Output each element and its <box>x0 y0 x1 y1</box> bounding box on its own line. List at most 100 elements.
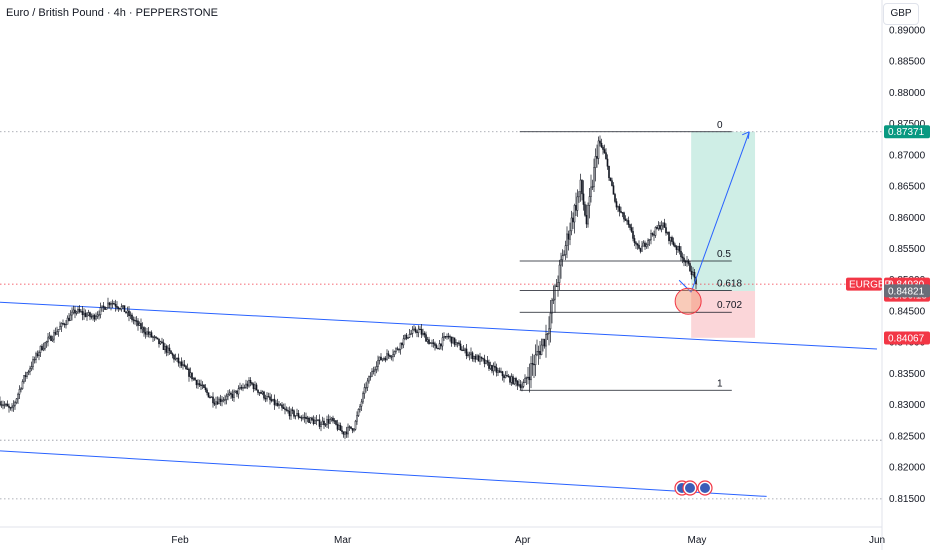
candle-body <box>240 386 243 389</box>
candle-body <box>483 358 486 364</box>
candle-body <box>335 420 337 425</box>
candle-body <box>572 217 574 223</box>
candle-body <box>620 211 622 213</box>
candle-body <box>3 404 6 406</box>
candle-body <box>74 309 76 314</box>
candle-body <box>323 420 325 426</box>
candle-body <box>404 334 406 340</box>
candle-body <box>111 303 114 305</box>
candle-body <box>446 336 448 338</box>
candle-body <box>585 215 588 225</box>
entry-highlight-circle <box>674 287 702 315</box>
candle-body <box>21 381 24 389</box>
candle-body <box>368 376 370 382</box>
trend-channel[interactable] <box>0 301 878 497</box>
candle-body <box>485 360 487 364</box>
candle-body <box>450 336 453 344</box>
candle-body <box>489 365 492 369</box>
candle-body <box>444 336 447 338</box>
candle-body <box>422 333 424 335</box>
candle-body <box>501 371 504 377</box>
candle-body <box>588 196 591 206</box>
candle-body <box>288 410 291 417</box>
candle-body <box>110 303 112 306</box>
candle-body <box>534 354 537 366</box>
candle-body <box>309 417 312 423</box>
candle-body <box>42 348 45 351</box>
candle-body <box>599 140 601 144</box>
candle-body <box>225 395 228 400</box>
candle-body <box>452 337 454 344</box>
candle-body <box>671 237 673 243</box>
candle-body <box>75 311 78 314</box>
candle-body <box>519 384 522 389</box>
profit-zone <box>691 131 756 291</box>
candle-body <box>164 346 166 351</box>
candle-body <box>630 227 633 232</box>
candle-body <box>51 338 54 341</box>
candle-body <box>20 388 22 390</box>
candle-body <box>654 227 657 236</box>
candle-body <box>438 343 441 349</box>
candle-body <box>462 349 465 352</box>
candle-body <box>116 305 118 308</box>
candle-body <box>152 336 154 338</box>
candle-body <box>101 305 103 308</box>
candle-body <box>246 383 249 387</box>
candle-body <box>350 426 352 429</box>
candle-body <box>129 314 132 317</box>
candle-body <box>156 337 159 340</box>
candle-body <box>9 407 12 409</box>
time-axis[interactable]: Feb Mar Apr May Jun <box>0 526 885 546</box>
candle-body <box>294 414 297 417</box>
chart-title: Euro / British Pound · 4h · PEPPERSTONE <box>6 7 218 19</box>
event-markers[interactable] <box>674 480 713 496</box>
candle-body <box>14 402 16 406</box>
candle-body <box>488 362 490 369</box>
projection[interactable] <box>674 131 750 315</box>
candle-body <box>555 285 558 287</box>
candle-body <box>252 384 255 390</box>
candle-body <box>285 409 288 411</box>
candle-body <box>254 384 256 390</box>
candle-body <box>134 320 136 322</box>
candle-body <box>117 307 120 309</box>
candle-body <box>264 397 267 400</box>
candle-body <box>200 384 202 387</box>
price-tick-label: 0.83000 <box>889 400 926 411</box>
candle-body <box>224 399 226 401</box>
fibonacci-retracement[interactable]: 0 0.5 0.618 0.702 1 <box>519 120 743 391</box>
candle-body <box>512 376 514 385</box>
candle-body <box>665 227 667 234</box>
time-tick-label: May <box>688 535 707 546</box>
candle-body <box>660 225 663 230</box>
candle-body <box>137 320 139 326</box>
candle-body <box>425 334 427 342</box>
candle-body <box>6 403 9 407</box>
currency-selector[interactable]: GBP <box>883 3 919 25</box>
candle-body <box>279 404 282 406</box>
candle-body <box>393 351 396 356</box>
candle-body <box>272 398 274 402</box>
candle-body <box>624 218 627 221</box>
candle-body <box>287 410 289 412</box>
candle-body <box>578 191 580 198</box>
position-zones <box>691 131 756 338</box>
candle-body <box>0 404 3 406</box>
candle-body <box>429 342 432 344</box>
candle-body <box>482 358 484 360</box>
time-tick-label: Feb <box>171 535 189 546</box>
fib-level-label: 0.618 <box>717 278 742 289</box>
candle-body <box>509 376 511 383</box>
time-tick-label: Jun <box>869 535 885 546</box>
candle-body <box>114 304 117 307</box>
candle-body <box>104 306 106 310</box>
candle-body <box>605 152 607 160</box>
candle-body <box>423 333 426 335</box>
candle-body <box>186 368 189 370</box>
candle-body <box>126 310 129 314</box>
candle-body <box>666 232 669 234</box>
price-axis[interactable]: 0.81500 0.82000 0.82500 0.83000 0.83500 0.840… <box>881 0 926 550</box>
candle-body <box>228 392 231 395</box>
